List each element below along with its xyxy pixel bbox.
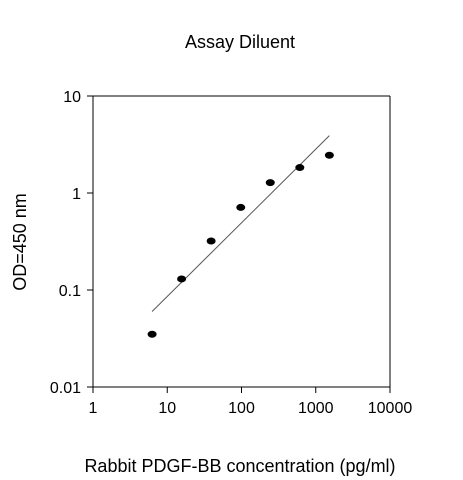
data-point xyxy=(324,151,334,159)
y-tick-label: 10 xyxy=(63,89,81,106)
data-point xyxy=(236,203,246,211)
x-tick-label: 100 xyxy=(228,400,255,417)
chart-title: Assay Diluent xyxy=(185,32,295,52)
y-tick-label: 0.01 xyxy=(50,380,81,397)
y-axis-label: OD=450 nm xyxy=(10,193,30,291)
y-tick-label: 0.1 xyxy=(59,283,81,300)
y-tick-label: 1 xyxy=(72,186,81,203)
x-tick-label: 1000 xyxy=(298,400,334,417)
data-points xyxy=(147,135,334,338)
x-tick-label: 1 xyxy=(89,400,98,417)
x-axis-ticks: 1 10 100 1000 10000 xyxy=(89,387,413,417)
x-axis-label: Rabbit PDGF-BB concentration (pg/ml) xyxy=(84,456,395,476)
data-point xyxy=(206,237,216,245)
y-axis-ticks: 0.01 0.1 1 10 xyxy=(50,89,93,397)
plot-area xyxy=(92,95,391,388)
data-point xyxy=(147,330,157,338)
data-point xyxy=(177,275,187,283)
x-tick-label: 10 xyxy=(158,400,176,417)
trend-line xyxy=(151,135,330,312)
data-point xyxy=(265,179,275,187)
x-tick-label: 10000 xyxy=(368,400,413,417)
data-point xyxy=(295,164,305,172)
